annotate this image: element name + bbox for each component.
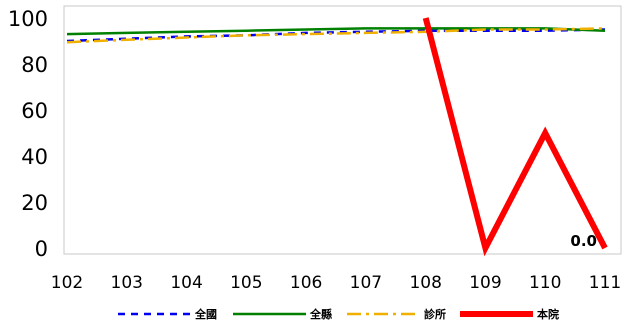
series-line-4 bbox=[422, 17, 608, 257]
x-tick-label: 109 bbox=[469, 273, 501, 293]
x-tick-label: 104 bbox=[170, 273, 202, 293]
y-tick-label: 80 bbox=[21, 53, 48, 77]
x-tick-label: 110 bbox=[529, 273, 561, 293]
x-tick-label: 111 bbox=[589, 273, 621, 293]
x-axis-ticks: 102 103 104 105 106 107 108 109 110 111 bbox=[51, 273, 621, 293]
series-line-2 bbox=[66, 27, 606, 36]
series-line-3 bbox=[66, 27, 606, 44]
x-tick-label: 107 bbox=[350, 273, 382, 293]
plot-area bbox=[63, 5, 622, 255]
y-tick-label: 0 bbox=[35, 237, 48, 261]
series-line-1 bbox=[66, 28, 606, 43]
x-tick-label: 102 bbox=[51, 273, 83, 293]
x-tick-label: 106 bbox=[290, 273, 322, 293]
legend-label: 全縣 bbox=[309, 307, 332, 321]
series-layer bbox=[66, 17, 608, 257]
annotation-layer: 0.0 bbox=[570, 232, 597, 250]
x-tick-label: 105 bbox=[230, 273, 262, 293]
legend-label: 全國 bbox=[194, 307, 217, 321]
y-axis-ticks: 0 20 40 60 80 100 bbox=[8, 7, 48, 261]
x-tick-label: 108 bbox=[409, 273, 441, 293]
y-tick-label: 100 bbox=[8, 7, 48, 31]
y-tick-label: 20 bbox=[21, 191, 48, 215]
legend: 全國 全縣 診所 本院 bbox=[118, 307, 559, 321]
y-tick-label: 60 bbox=[21, 99, 48, 123]
y-tick-label: 40 bbox=[21, 145, 48, 169]
legend-label: 診所 bbox=[424, 307, 446, 321]
legend-label: 本院 bbox=[537, 307, 559, 321]
x-tick-label: 103 bbox=[111, 273, 143, 293]
data-label: 0.0 bbox=[570, 232, 597, 250]
